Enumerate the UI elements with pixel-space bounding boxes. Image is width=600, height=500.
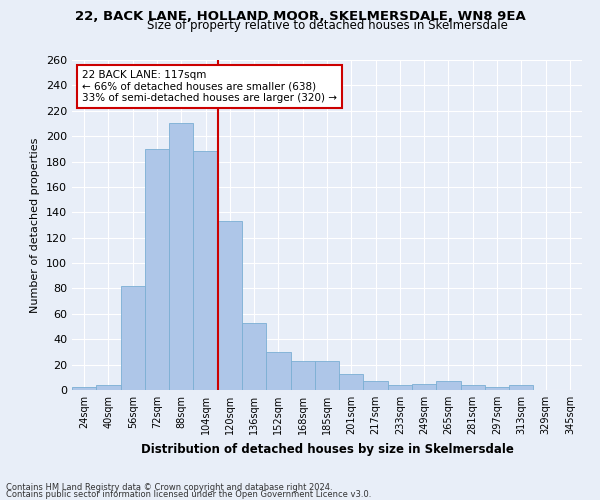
Y-axis label: Number of detached properties: Number of detached properties xyxy=(31,138,40,312)
Bar xyxy=(145,149,169,390)
Text: Contains HM Land Registry data © Crown copyright and database right 2024.: Contains HM Land Registry data © Crown c… xyxy=(6,484,332,492)
Text: Contains public sector information licensed under the Open Government Licence v3: Contains public sector information licen… xyxy=(6,490,371,499)
Text: 22, BACK LANE, HOLLAND MOOR, SKELMERSDALE, WN8 9EA: 22, BACK LANE, HOLLAND MOOR, SKELMERSDAL… xyxy=(74,10,526,23)
Bar xyxy=(509,385,533,390)
Bar xyxy=(242,322,266,390)
Bar xyxy=(290,361,315,390)
Bar xyxy=(436,381,461,390)
Bar xyxy=(169,124,193,390)
Bar xyxy=(364,381,388,390)
Bar xyxy=(461,385,485,390)
Bar xyxy=(96,385,121,390)
Bar xyxy=(315,361,339,390)
Bar xyxy=(193,152,218,390)
Bar xyxy=(218,221,242,390)
Title: Size of property relative to detached houses in Skelmersdale: Size of property relative to detached ho… xyxy=(146,20,508,32)
Text: 22 BACK LANE: 117sqm
← 66% of detached houses are smaller (638)
33% of semi-deta: 22 BACK LANE: 117sqm ← 66% of detached h… xyxy=(82,70,337,103)
Bar xyxy=(266,352,290,390)
Bar xyxy=(388,385,412,390)
X-axis label: Distribution of detached houses by size in Skelmersdale: Distribution of detached houses by size … xyxy=(140,442,514,456)
Bar xyxy=(485,388,509,390)
Bar xyxy=(412,384,436,390)
Bar xyxy=(339,374,364,390)
Bar xyxy=(72,388,96,390)
Bar xyxy=(121,286,145,390)
